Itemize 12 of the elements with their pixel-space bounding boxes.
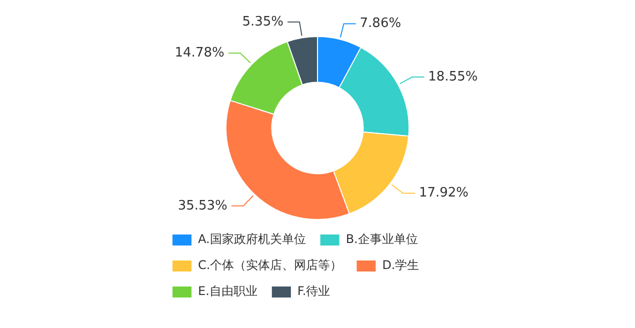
data-label: 17.92%	[418, 186, 469, 201]
data-label: 14.78%	[174, 46, 224, 61]
legend-label: E.自由职业	[198, 284, 258, 298]
legend-label: D.学生	[382, 258, 420, 272]
legend-label: C.个体（实体店、网店等）	[198, 258, 342, 272]
data-label: 7.86%	[360, 16, 402, 32]
data-label: 35.53%	[178, 198, 228, 214]
legend-label: F.待业	[297, 284, 330, 298]
legend-label: B.企事业单位	[346, 232, 418, 246]
data-label: 5.35%	[242, 14, 284, 30]
data-label: 18.55%	[428, 69, 478, 84]
legend-label: A.国家政府机关单位	[198, 232, 306, 246]
